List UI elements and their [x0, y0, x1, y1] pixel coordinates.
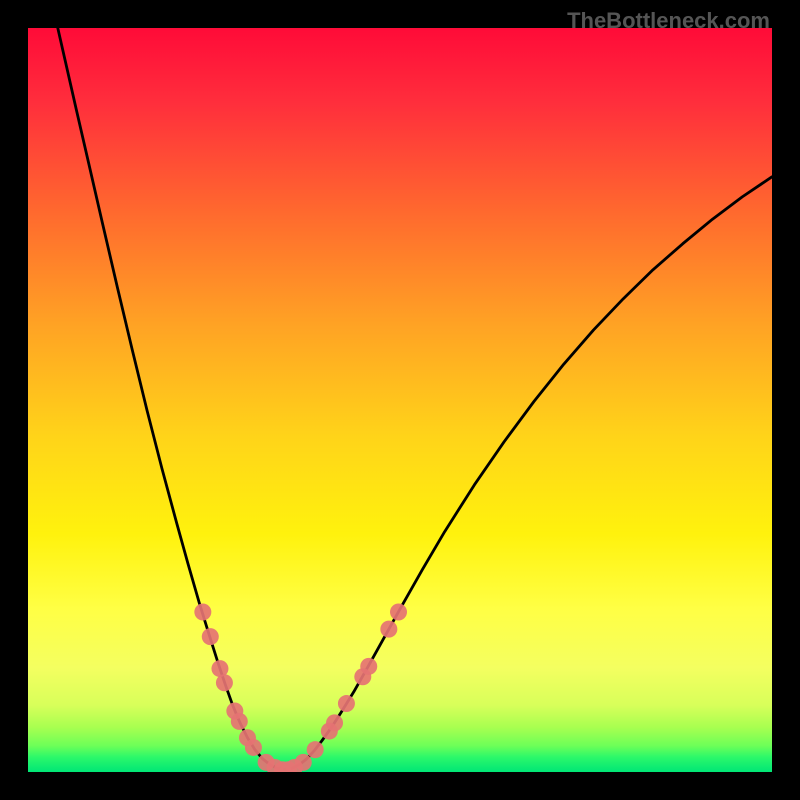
chart-container: TheBottleneck.com	[0, 0, 800, 800]
plot-area	[28, 28, 772, 772]
watermark-text: TheBottleneck.com	[567, 8, 770, 34]
data-markers	[28, 28, 772, 772]
